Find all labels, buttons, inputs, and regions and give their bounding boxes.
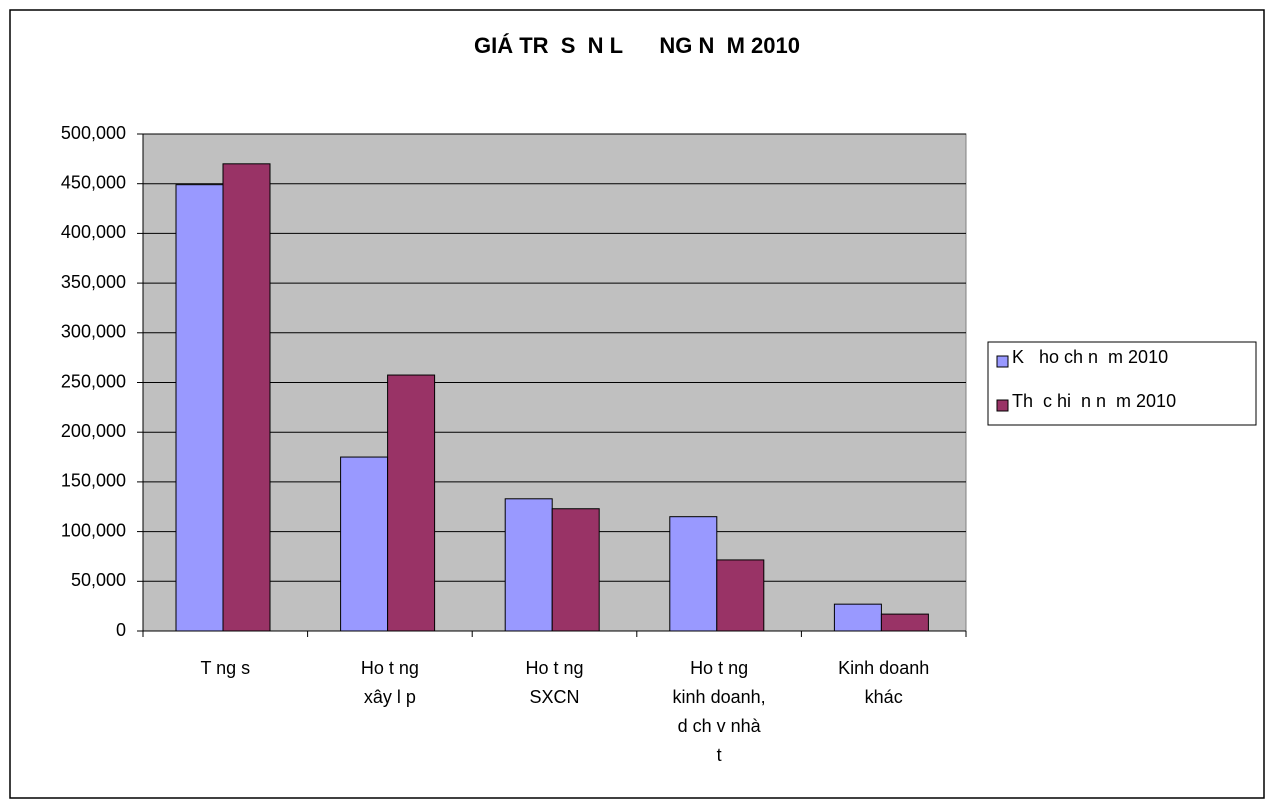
y-tick-label: 450,000 xyxy=(61,172,126,192)
x-tick-label: T ng s xyxy=(200,658,251,678)
bar xyxy=(669,516,718,632)
y-tick-label: 0 xyxy=(116,620,126,640)
legend-label: Th c hi n n m 2010 xyxy=(1012,391,1176,411)
legend-swatch xyxy=(996,355,1009,368)
x-tick-label: Ho t ng xây l p xyxy=(360,658,419,707)
y-tick-label: 200,000 xyxy=(61,421,126,441)
y-tick-label: 350,000 xyxy=(61,272,126,292)
bar xyxy=(387,374,436,632)
bar xyxy=(551,508,600,632)
y-tick-label: 400,000 xyxy=(61,222,126,242)
y-tick-label: 500,000 xyxy=(61,123,126,143)
bar xyxy=(175,184,224,632)
legend-label: K ho ch n m 2010 xyxy=(1012,347,1168,367)
y-tick-label: 50,000 xyxy=(71,570,126,590)
chart-title: GIÁ TR S N L NG N M 2010 xyxy=(474,33,800,58)
y-tick-label: 150,000 xyxy=(61,471,126,491)
legend-box xyxy=(987,341,1257,426)
x-tick-label: Ho t ng SXCN xyxy=(525,658,584,707)
y-tick-label: 100,000 xyxy=(61,520,126,540)
bar xyxy=(880,613,929,632)
y-tick-label: 300,000 xyxy=(61,322,126,342)
bar xyxy=(716,559,765,632)
bar xyxy=(504,498,553,632)
bar xyxy=(340,456,389,632)
legend-swatch xyxy=(996,399,1009,412)
bar xyxy=(222,163,271,632)
x-tick-label: Kinh doanh khác xyxy=(838,658,930,707)
y-tick-label: 250,000 xyxy=(61,371,126,391)
bar xyxy=(833,603,882,632)
x-tick-label: Ho t ng kinh doanh, d ch v nhà t xyxy=(672,658,766,765)
